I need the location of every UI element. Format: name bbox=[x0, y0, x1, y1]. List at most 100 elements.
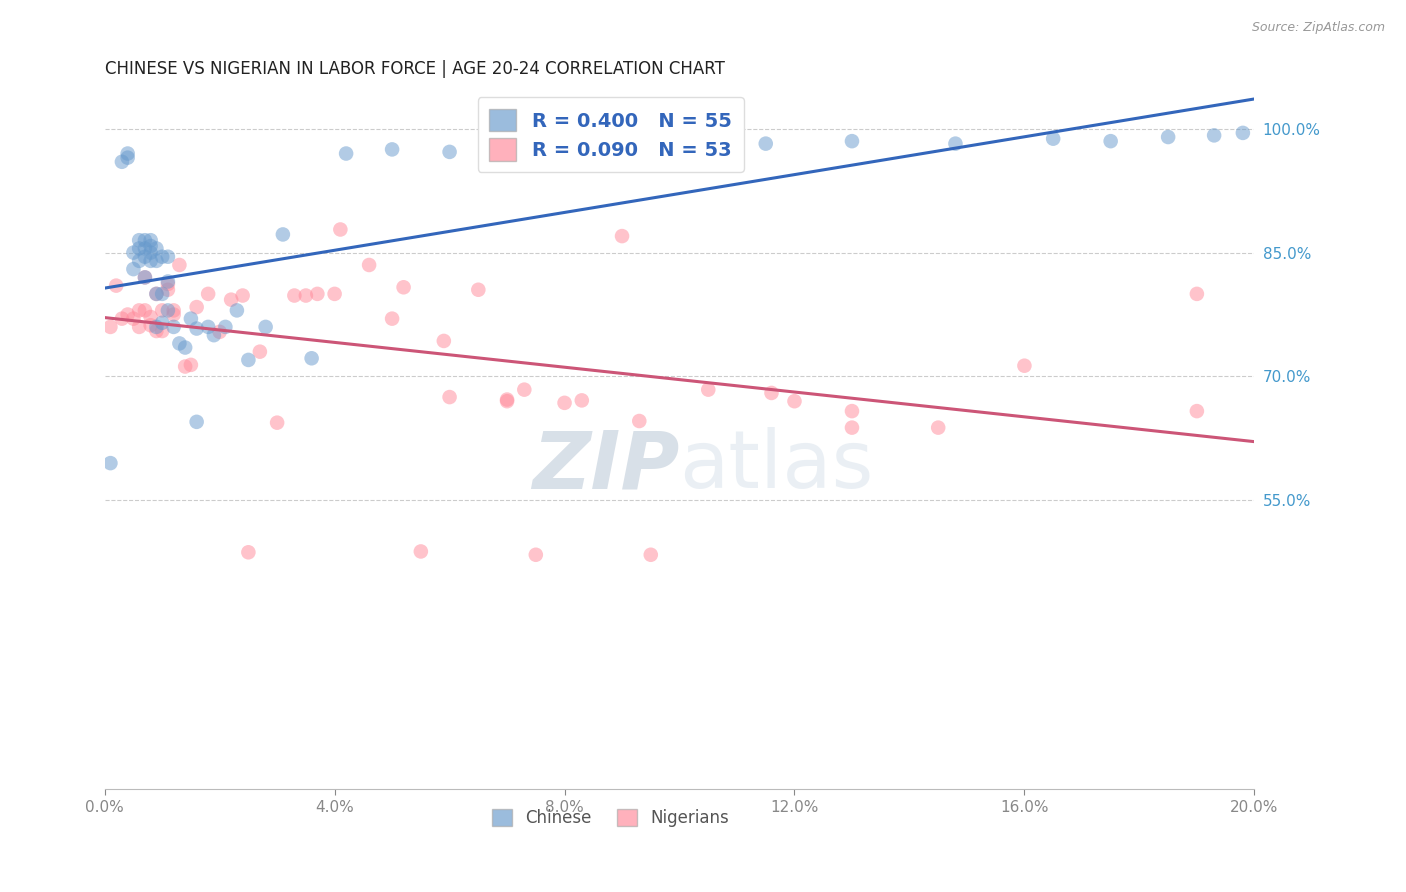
Point bbox=[128, 242, 150, 256]
Point bbox=[571, 393, 593, 408]
Point bbox=[150, 286, 173, 301]
Point bbox=[139, 239, 162, 253]
Point bbox=[329, 222, 352, 236]
Point bbox=[169, 258, 191, 272]
Point bbox=[238, 353, 260, 368]
Point bbox=[496, 394, 519, 409]
Point bbox=[502, 142, 524, 156]
Point bbox=[134, 270, 156, 285]
Point bbox=[1204, 128, 1226, 143]
Point bbox=[134, 303, 156, 318]
Point bbox=[1099, 134, 1122, 148]
Point bbox=[254, 319, 277, 334]
Point bbox=[145, 286, 167, 301]
Point bbox=[266, 416, 288, 430]
Point bbox=[755, 136, 778, 151]
Point bbox=[111, 154, 134, 169]
Point bbox=[392, 280, 415, 294]
Point bbox=[122, 245, 145, 260]
Point bbox=[359, 258, 381, 272]
Point bbox=[214, 319, 236, 334]
Point bbox=[439, 145, 461, 159]
Point bbox=[117, 146, 139, 161]
Point bbox=[139, 253, 162, 268]
Point bbox=[610, 229, 633, 244]
Text: atlas: atlas bbox=[679, 427, 875, 506]
Text: ZIP: ZIP bbox=[531, 427, 679, 506]
Point bbox=[554, 396, 576, 410]
Point bbox=[163, 319, 186, 334]
Point bbox=[783, 394, 806, 409]
Point bbox=[841, 134, 863, 148]
Legend: Chinese, Nigerians: Chinese, Nigerians bbox=[485, 802, 735, 833]
Point bbox=[105, 278, 128, 293]
Point bbox=[111, 311, 134, 326]
Point bbox=[271, 227, 294, 242]
Point bbox=[150, 324, 173, 338]
Point bbox=[433, 334, 456, 348]
Point bbox=[117, 308, 139, 322]
Point bbox=[117, 151, 139, 165]
Point bbox=[232, 288, 254, 302]
Point bbox=[1157, 130, 1180, 145]
Point bbox=[139, 310, 162, 324]
Point bbox=[225, 303, 247, 318]
Point bbox=[249, 344, 271, 359]
Point bbox=[145, 286, 167, 301]
Point bbox=[145, 324, 167, 338]
Point bbox=[238, 545, 260, 559]
Point bbox=[219, 293, 242, 307]
Point bbox=[186, 415, 208, 429]
Point bbox=[1185, 286, 1208, 301]
Point bbox=[122, 262, 145, 277]
Point bbox=[180, 311, 202, 326]
Point bbox=[100, 456, 122, 470]
Point bbox=[841, 420, 863, 434]
Point bbox=[156, 250, 179, 264]
Point bbox=[197, 319, 219, 334]
Point bbox=[134, 270, 156, 285]
Point bbox=[283, 288, 305, 302]
Point bbox=[524, 548, 547, 562]
Point bbox=[156, 275, 179, 289]
Point bbox=[1014, 359, 1036, 373]
Point bbox=[1232, 126, 1254, 140]
Point bbox=[128, 253, 150, 268]
Point bbox=[513, 383, 536, 397]
Point bbox=[122, 311, 145, 326]
Point bbox=[439, 390, 461, 404]
Point bbox=[295, 288, 318, 302]
Point bbox=[134, 242, 156, 256]
Point bbox=[169, 336, 191, 351]
Point bbox=[156, 277, 179, 291]
Point bbox=[139, 233, 162, 247]
Point bbox=[134, 250, 156, 264]
Point bbox=[323, 286, 346, 301]
Point bbox=[1185, 404, 1208, 418]
Point bbox=[128, 233, 150, 247]
Point bbox=[945, 136, 967, 151]
Point bbox=[1042, 131, 1064, 145]
Point bbox=[128, 303, 150, 318]
Point bbox=[163, 303, 186, 318]
Point bbox=[208, 325, 231, 339]
Point bbox=[628, 414, 651, 428]
Point bbox=[156, 303, 179, 318]
Point bbox=[150, 303, 173, 318]
Point bbox=[927, 420, 949, 434]
Point bbox=[134, 233, 156, 247]
Point bbox=[335, 146, 357, 161]
Point bbox=[128, 319, 150, 334]
Text: Source: ZipAtlas.com: Source: ZipAtlas.com bbox=[1251, 21, 1385, 34]
Point bbox=[640, 548, 662, 562]
Point bbox=[139, 318, 162, 333]
Point bbox=[174, 341, 197, 355]
Point bbox=[145, 319, 167, 334]
Point bbox=[202, 328, 225, 343]
Point bbox=[174, 359, 197, 374]
Point bbox=[197, 286, 219, 301]
Point bbox=[180, 358, 202, 372]
Point bbox=[697, 383, 720, 397]
Point bbox=[761, 386, 783, 401]
Point bbox=[145, 253, 167, 268]
